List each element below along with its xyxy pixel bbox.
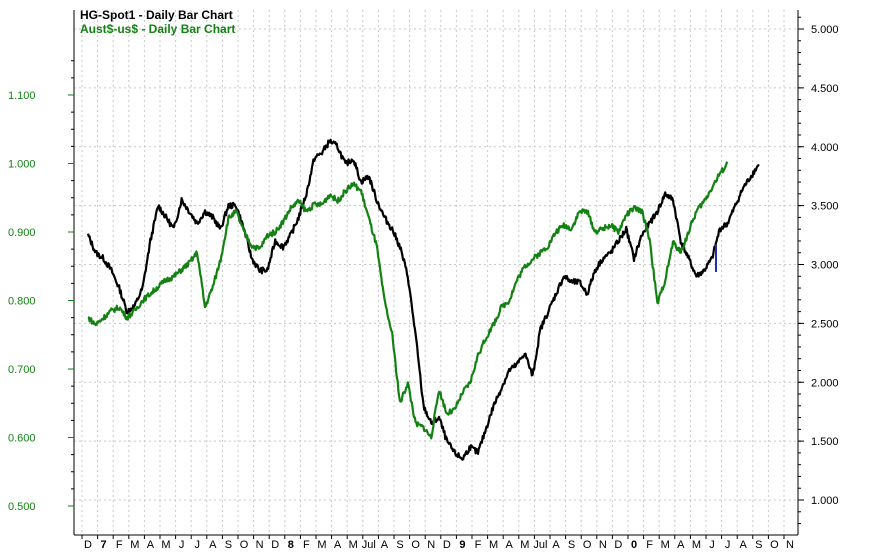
x-axis-tick-label: M <box>489 539 498 551</box>
x-axis-tick-label: M <box>661 539 670 551</box>
x-axis-tick-label: F <box>303 539 310 551</box>
x-axis-tick-label: S <box>396 539 403 551</box>
x-axis-tick-label: 7 <box>101 539 107 551</box>
left-axis-tick-label: 1.100 <box>8 90 36 102</box>
x-axis-tick-label: 0 <box>631 539 637 551</box>
right-axis-tick-label: 2.000 <box>811 377 839 389</box>
left-axis-tick-label: 0.500 <box>8 501 36 513</box>
x-axis-tick-label: 8 <box>288 539 294 551</box>
axes <box>73 10 799 536</box>
x-axis-tick-label: M <box>349 539 358 551</box>
left-axis-tick-label: 0.700 <box>8 364 36 376</box>
x-axis-tick-label: A <box>147 539 155 551</box>
right-axis-tick-label: 3.000 <box>811 260 839 272</box>
x-axis-tick-label: O <box>583 539 592 551</box>
x-axis-tick-label: A <box>506 539 514 551</box>
x-axis-tick-label: A <box>209 539 217 551</box>
left-axis-ticks: 1.100 1.000 0.900 0.800 0.700 0.600 0.500 <box>8 60 74 513</box>
right-axis-ticks: 5.000 4.500 4.000 3.500 3.000 2.500 2.000 1.500… <box>798 16 839 525</box>
x-axis-tick-label: O <box>770 539 779 551</box>
right-axis-tick-label: 4.000 <box>811 142 839 154</box>
right-axis-tick-label: 3.500 <box>811 201 839 213</box>
left-axis-tick-label: 0.600 <box>8 433 36 445</box>
x-axis-tick-label: M <box>317 539 326 551</box>
right-axis-tick-label: 5.000 <box>811 24 839 36</box>
right-axis-tick-label: 4.500 <box>811 83 839 95</box>
x-axis-tick-label: S <box>755 539 762 551</box>
x-axis-tick-label: Jul <box>362 539 376 551</box>
series-line-aust-usd <box>87 161 729 440</box>
x-axis-tick-label: A <box>677 539 685 551</box>
x-axis-tick-label: J <box>179 539 185 551</box>
x-axis-tick-label: A <box>381 539 389 551</box>
right-axis-tick-label: 1.500 <box>811 436 839 448</box>
x-axis-tick-label: Jul <box>533 539 547 551</box>
x-axis-tick-label: A <box>334 539 342 551</box>
x-axis-tick-label: F <box>646 539 653 551</box>
x-axis-tick-label: D <box>84 539 92 551</box>
x-axis-tick-label: D <box>271 539 279 551</box>
x-axis-tick-label: N <box>786 539 794 551</box>
x-axis-tick-label: J <box>725 539 731 551</box>
x-axis-tick-label: 9 <box>459 539 465 551</box>
x-axis-tick-label: D <box>614 539 622 551</box>
x-axis-tick-label: J <box>709 539 715 551</box>
x-axis-tick-label: N <box>427 539 435 551</box>
x-axis-tick-label: M <box>161 539 170 551</box>
left-axis-tick-label: 1.000 <box>8 159 36 171</box>
x-axis-tick-label: S <box>225 539 232 551</box>
x-axis-tick-label: A <box>552 539 560 551</box>
x-axis-tick-label: D <box>443 539 451 551</box>
x-axis-tick-label: S <box>568 539 575 551</box>
x-axis-tick-label: M <box>520 539 529 551</box>
right-axis-tick-label: 2.500 <box>811 318 839 330</box>
left-axis-tick-label: 0.900 <box>8 227 36 239</box>
chart-title-secondary: Aust$-us$ - Daily Bar Chart <box>80 22 235 36</box>
x-axis-tick-label: O <box>240 539 249 551</box>
x-axis-tick-label: N <box>599 539 607 551</box>
x-axis-tick-label: M <box>692 539 701 551</box>
x-axis-ticks: D 7 F M A M J J A S O N D 8 F M A M Jul A S O N D 9 F M A M Jul A S O N D 0… <box>81 535 794 551</box>
x-axis-tick-label: F <box>475 539 482 551</box>
grid-lines <box>74 10 798 535</box>
right-axis-tick-label: 1.000 <box>811 495 839 507</box>
chart-title-primary: HG-Spot1 - Daily Bar Chart <box>80 8 233 22</box>
x-axis-tick-label: O <box>411 539 420 551</box>
x-axis-tick-label: J <box>194 539 200 551</box>
x-axis-tick-label: N <box>256 539 264 551</box>
x-axis-tick-label: F <box>116 539 123 551</box>
x-axis-tick-label: M <box>130 539 139 551</box>
series-line-hg-spot1 <box>86 138 760 461</box>
x-axis-tick-label: A <box>740 539 748 551</box>
series-layer <box>86 138 760 461</box>
left-axis-tick-label: 0.800 <box>8 296 36 308</box>
